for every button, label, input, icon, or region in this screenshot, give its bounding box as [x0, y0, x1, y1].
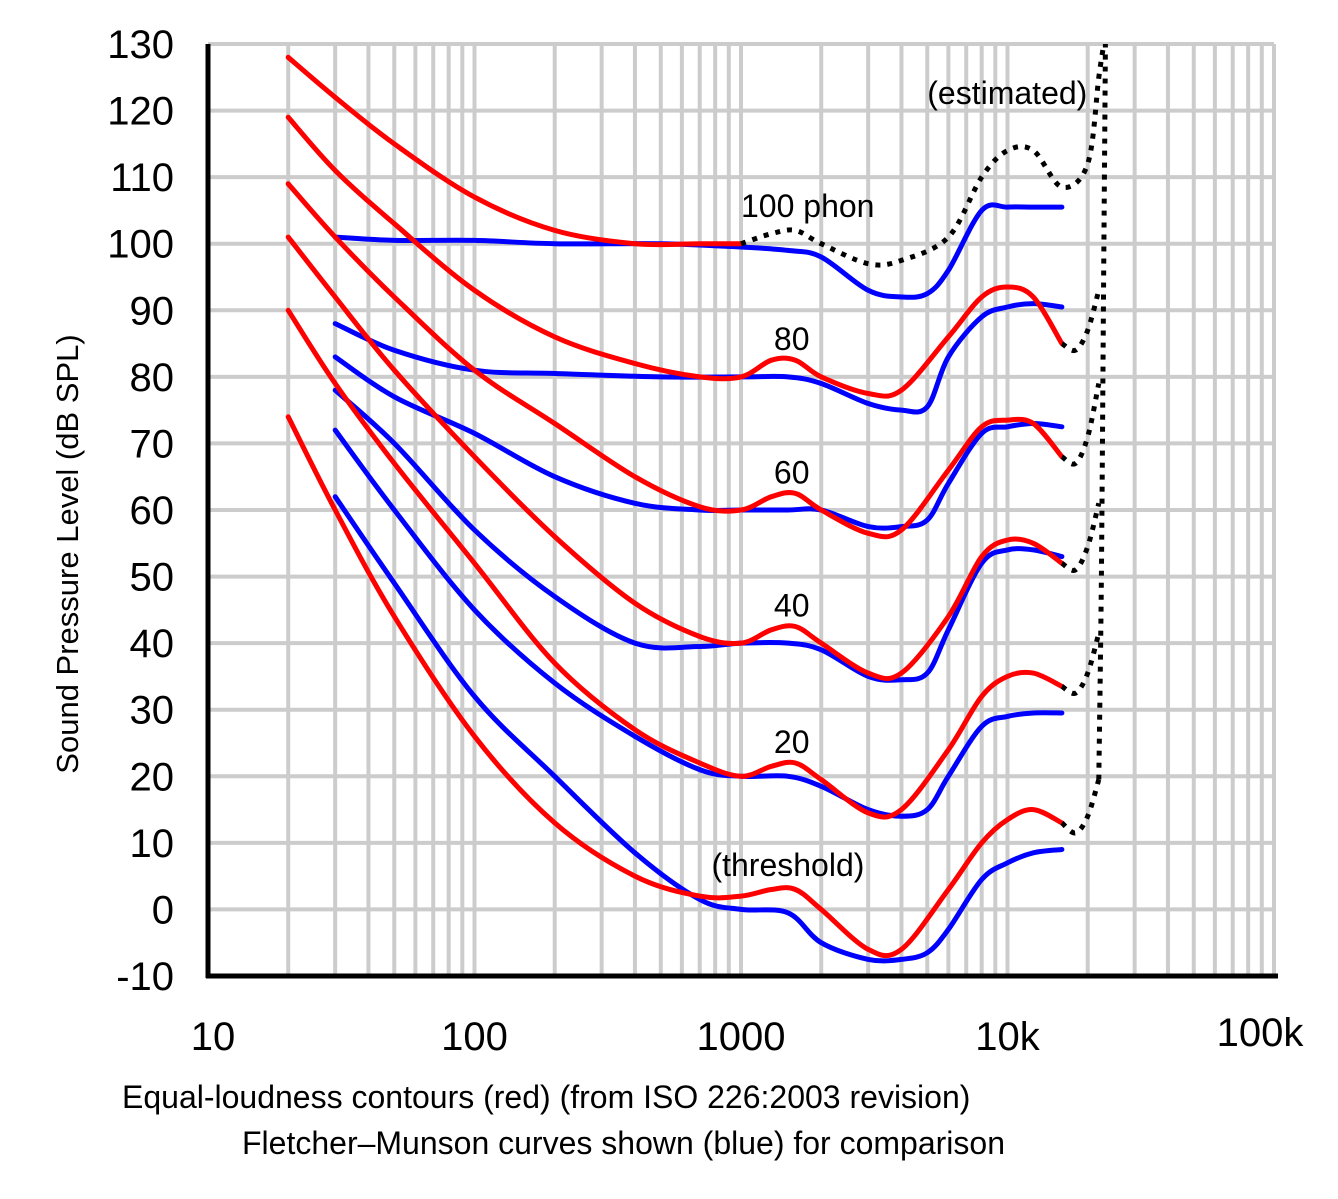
estimated-curve-16 — [1060, 632, 1102, 696]
red-curve-1 — [285, 114, 1065, 399]
red-curve-0 — [285, 54, 744, 248]
estimated-curve-13 — [1060, 289, 1102, 354]
annotation-label: (threshold) — [711, 847, 864, 883]
y-tick-label: 40 — [130, 622, 175, 666]
red-curve-4 — [285, 307, 1065, 820]
y-tick-label: 60 — [130, 489, 175, 533]
blue-curve-11 — [332, 494, 1065, 964]
caption-line-1: Equal-loudness contours (red) (from ISO … — [122, 1079, 970, 1115]
blue-curve-9 — [332, 387, 1065, 683]
y-tick-label: 100 — [107, 223, 174, 267]
annotation-label: 60 — [774, 454, 810, 490]
blue-curve-6 — [332, 202, 1065, 300]
axes — [205, 44, 1278, 979]
y-tick-label: 90 — [130, 289, 175, 333]
red-curve-2 — [285, 181, 1065, 540]
blue-curve-8 — [332, 354, 1065, 531]
y-axis-label: Sound Pressure Level (dB SPL) — [50, 334, 85, 773]
annotations: (estimated) 100 phon 80 60 40 20 (threshold) — [711, 75, 1087, 883]
x-tick-label: 1000 — [697, 1015, 786, 1059]
blue-curve-7 — [332, 301, 1065, 415]
estimated-curve-15 — [1060, 502, 1102, 573]
x-tick-labels: 10 100 1000 10k 100k — [191, 1011, 1305, 1059]
y-tick-label: 10 — [130, 822, 175, 866]
annotation-label: (estimated) — [927, 75, 1087, 111]
caption-line-2: Fletcher–Munson curves shown (blue) for … — [242, 1125, 1005, 1161]
estimated-curve-12 — [740, 43, 1107, 268]
y-tick-label: 80 — [130, 356, 175, 400]
y-tick-label: 110 — [110, 156, 174, 200]
y-tick-label: 0 — [152, 888, 174, 932]
y-tick-label: 30 — [130, 689, 175, 733]
red-curve-3 — [285, 234, 1065, 682]
x-tick-label: 10 — [191, 1015, 236, 1059]
y-tick-label: -10 — [116, 955, 174, 999]
blue-curve-10 — [332, 427, 1065, 819]
y-tick-label: 70 — [130, 422, 175, 466]
red-curve-5 — [285, 414, 1065, 959]
annotation-label: 100 phon — [741, 188, 874, 224]
y-tick-label: 130 — [107, 23, 174, 67]
series-lines — [285, 43, 1108, 964]
annotation-label: 40 — [774, 588, 810, 624]
annotation-label: 80 — [774, 321, 810, 357]
y-tick-label: 50 — [130, 556, 175, 600]
y-tick-label: 20 — [130, 755, 175, 799]
y-tick-label: 120 — [107, 90, 174, 134]
x-tick-label: 10k — [975, 1015, 1040, 1059]
estimated-curve-14 — [1060, 382, 1102, 467]
annotation-label: 20 — [774, 724, 810, 760]
estimated-curve-18 — [1096, 43, 1108, 780]
x-tick-label: 100k — [1217, 1011, 1305, 1055]
x-tick-label: 100 — [441, 1015, 508, 1059]
estimated-curve-17 — [1060, 778, 1102, 836]
